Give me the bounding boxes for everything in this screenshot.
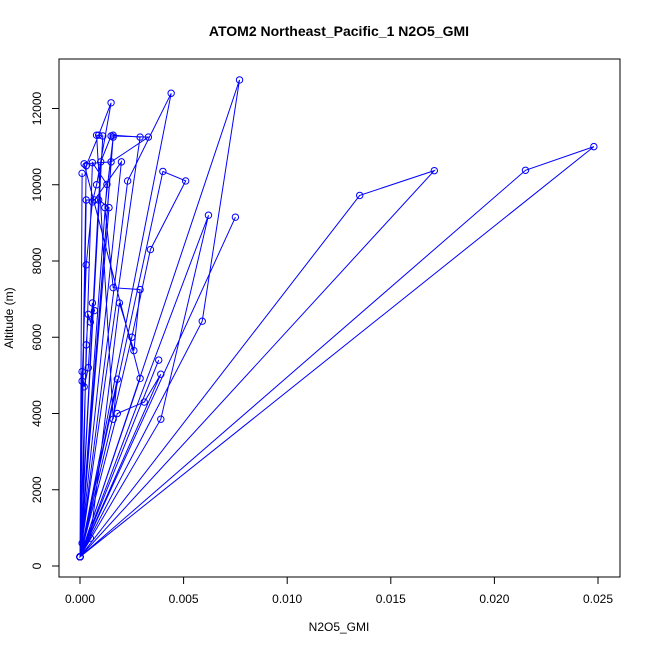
series-layer bbox=[76, 76, 598, 561]
data-point bbox=[109, 415, 117, 423]
data-point bbox=[235, 76, 244, 84]
data-point bbox=[97, 158, 105, 166]
data-point bbox=[521, 166, 530, 174]
data-point bbox=[198, 317, 206, 325]
data-point bbox=[82, 196, 90, 204]
data-point bbox=[117, 158, 126, 166]
data-point bbox=[356, 191, 364, 200]
data-point bbox=[128, 333, 136, 341]
x-tick-label: 0.020 bbox=[479, 592, 509, 606]
data-point bbox=[90, 306, 99, 315]
data-point bbox=[94, 131, 103, 139]
y-axis-label: Altitude (m) bbox=[2, 287, 16, 348]
data-point bbox=[94, 196, 103, 204]
y-tick-label: 4000 bbox=[30, 400, 44, 427]
y-tick-label: 10000 bbox=[30, 168, 44, 202]
data-point bbox=[78, 377, 86, 385]
data-point bbox=[82, 341, 90, 349]
x-axis-label: N2O5_GMI bbox=[309, 620, 370, 634]
data-point bbox=[136, 374, 144, 383]
data-point bbox=[136, 285, 144, 294]
x-tick-label: 0.015 bbox=[376, 592, 406, 606]
data-point bbox=[105, 203, 113, 212]
data-point bbox=[113, 409, 121, 418]
data-point bbox=[84, 364, 92, 372]
y-tick-label: 12000 bbox=[30, 91, 44, 125]
data-point bbox=[101, 203, 109, 212]
data-point bbox=[109, 283, 117, 292]
data-point bbox=[167, 89, 175, 97]
data-point bbox=[231, 213, 240, 221]
data-point bbox=[78, 367, 86, 376]
y-axis: 0 2000 4000 6000 8000 10000 12000 bbox=[30, 91, 60, 569]
x-axis: 0.000 0.005 0.010 0.015 0.020 0.025 bbox=[65, 576, 613, 606]
data-point bbox=[107, 99, 115, 107]
data-point bbox=[144, 133, 153, 141]
data-point bbox=[115, 299, 124, 307]
chart-title: ATOM2 Northeast_Pacific_1 N2O5_GMI bbox=[209, 23, 469, 39]
data-point bbox=[88, 299, 97, 307]
x-tick-label: 0.005 bbox=[169, 592, 199, 606]
y-tick-label: 8000 bbox=[30, 247, 44, 274]
data-point bbox=[78, 539, 86, 547]
data-point bbox=[157, 370, 165, 378]
series-line bbox=[79, 79, 595, 559]
data-point bbox=[181, 177, 190, 185]
data-point bbox=[146, 245, 155, 254]
data-point bbox=[130, 346, 138, 355]
data-point bbox=[155, 356, 163, 364]
data-point bbox=[140, 398, 148, 406]
data-point bbox=[76, 553, 84, 561]
data-point bbox=[86, 318, 95, 326]
data-point bbox=[78, 169, 86, 178]
data-point bbox=[113, 375, 121, 383]
data-point bbox=[157, 415, 165, 423]
data-point bbox=[107, 158, 115, 166]
y-tick-label: 0 bbox=[30, 562, 44, 569]
data-point bbox=[136, 133, 144, 141]
data-point bbox=[92, 181, 101, 189]
data-point bbox=[82, 161, 90, 170]
x-tick-label: 0.010 bbox=[272, 592, 302, 606]
data-point bbox=[88, 158, 97, 167]
x-tick-label: 0.000 bbox=[65, 592, 95, 606]
data-point bbox=[107, 132, 115, 140]
data-point bbox=[99, 132, 107, 140]
data-point bbox=[590, 142, 598, 151]
data-point bbox=[103, 180, 111, 189]
data-point bbox=[90, 196, 99, 204]
y-tick-label: 6000 bbox=[30, 324, 44, 351]
data-point bbox=[204, 211, 213, 219]
y-tick-label: 2000 bbox=[30, 476, 44, 503]
data-point bbox=[159, 167, 167, 176]
data-point bbox=[84, 310, 92, 319]
data-point bbox=[82, 261, 90, 269]
data-point bbox=[80, 160, 88, 168]
data-point bbox=[123, 177, 132, 185]
x-tick-label: 0.025 bbox=[583, 592, 613, 606]
data-point bbox=[86, 534, 95, 542]
data-point bbox=[430, 166, 439, 175]
